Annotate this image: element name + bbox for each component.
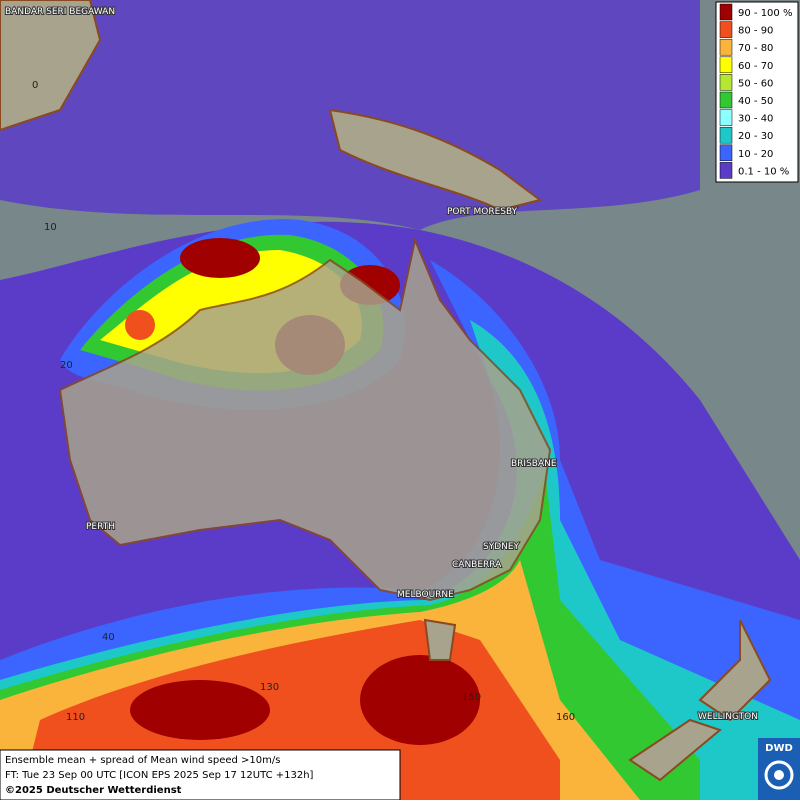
grid-label: 130 xyxy=(260,682,279,693)
footer-line: Ensemble mean + spread of Mean wind spee… xyxy=(5,755,280,766)
legend-swatch xyxy=(719,162,733,179)
grid-label: 40 xyxy=(102,632,115,643)
new-guinea xyxy=(328,108,543,212)
legend-swatch xyxy=(719,91,733,109)
legend-label: 20 - 30 xyxy=(738,131,773,142)
grid-label: 0 xyxy=(32,80,38,91)
city-label: MELBOURNE xyxy=(397,590,454,600)
logo-text: DWD xyxy=(765,743,793,754)
grid-label: 20 xyxy=(60,360,73,371)
legend-swatch xyxy=(719,144,733,162)
legend-swatch xyxy=(719,56,733,74)
legend-swatch xyxy=(719,126,733,144)
legend-label: 80 - 90 xyxy=(738,26,773,37)
legend-swatch xyxy=(719,38,733,56)
legend-swatch xyxy=(719,74,733,91)
legend-label: 40 - 50 xyxy=(738,96,773,107)
legend-label: 10 - 20 xyxy=(738,149,773,160)
grid-label: 150 xyxy=(462,692,481,703)
legend-swatch xyxy=(719,109,733,126)
legend-swatch xyxy=(719,21,733,38)
city-label: PERTH xyxy=(86,522,115,532)
legend-swatch xyxy=(719,3,733,21)
city-label: PORT MORESBY xyxy=(447,207,518,217)
tasmania xyxy=(423,618,457,661)
logo: DWD xyxy=(758,738,800,800)
footer-line: ©2025 Deutscher Wetterdienst xyxy=(5,785,182,796)
legend-label: 90 - 100 % xyxy=(738,8,792,19)
legend-label: 0.1 - 10 % xyxy=(738,166,789,177)
city-label: BRISBANE xyxy=(511,459,557,469)
legend-label: 50 - 60 xyxy=(738,78,773,89)
city-label: WELLINGTON xyxy=(698,712,758,722)
grid-label: 10 xyxy=(44,222,57,233)
legend-label: 70 - 80 xyxy=(738,43,773,54)
australia xyxy=(58,236,552,602)
city-label: BANDAR SERI BEGAWAN xyxy=(5,7,115,17)
borneo xyxy=(0,0,102,132)
grid-label: 160 xyxy=(556,712,575,723)
city-label: CANBERRA xyxy=(452,560,502,570)
grid-label: 110 xyxy=(66,712,85,723)
footer-line: FT: Tue 23 Sep 00 UTC [ICON EPS 2025 Sep… xyxy=(5,770,314,781)
new-zealand xyxy=(628,619,772,782)
legend-label: 30 - 40 xyxy=(738,114,773,125)
city-label: SYDNEY xyxy=(483,542,520,552)
footer: Ensemble mean + spread of Mean wind spee… xyxy=(0,749,401,801)
legend: 90 - 100 % 80 - 90 70 - 80 60 - 70 50 - 60 40… xyxy=(715,1,799,183)
labels: BANDAR SERI BEGAWAN PORT MORESBY BRISBANE S… xyxy=(4,6,759,723)
legend-label: 60 - 70 xyxy=(738,61,773,72)
